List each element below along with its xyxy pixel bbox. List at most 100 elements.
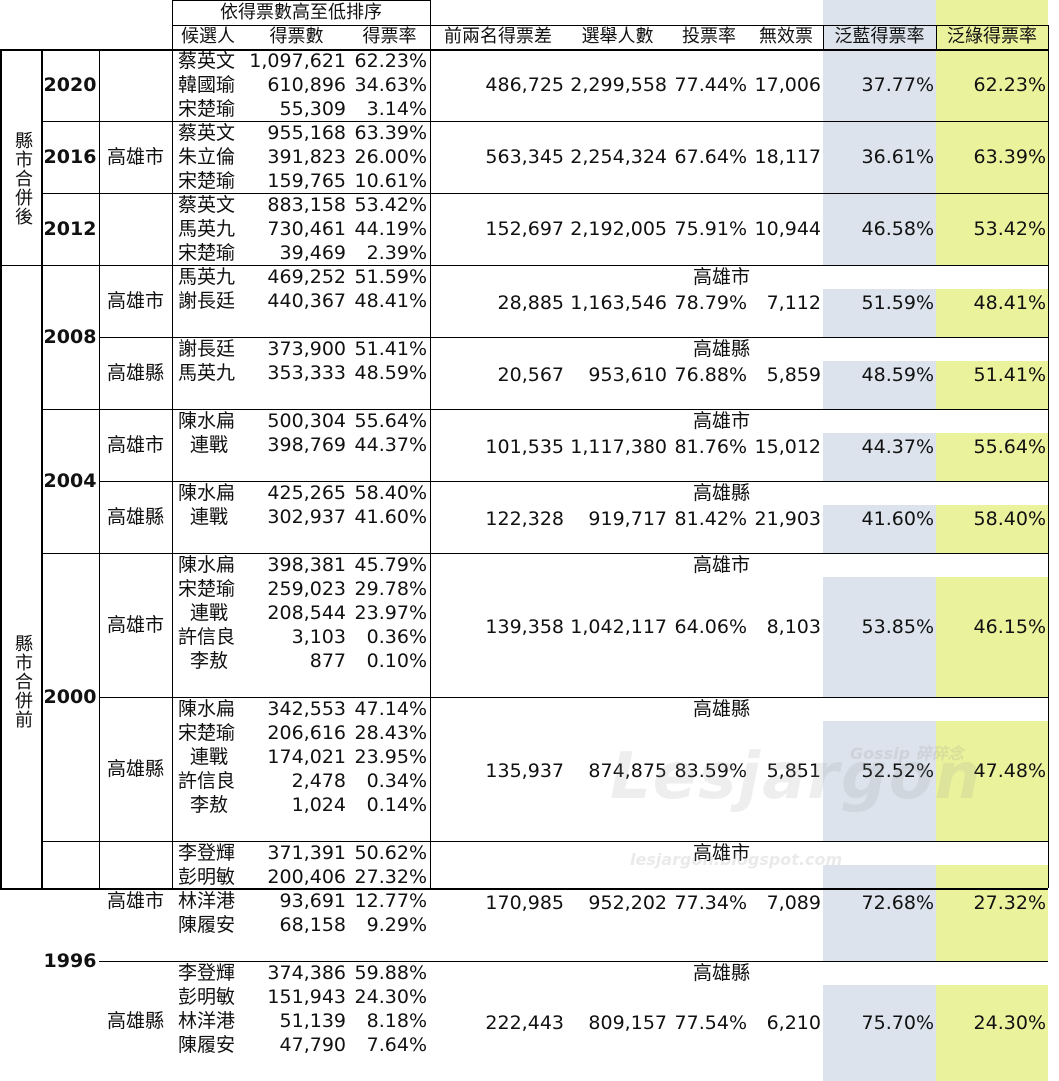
candidate-name: 宋楚瑜: [178, 722, 236, 744]
era-label-merged: 縣市合併後: [12, 130, 33, 226]
era-label-premerge: 縣市合併前: [12, 633, 33, 729]
candidate-rate: 45.79%: [354, 554, 427, 576]
candidate-rate: 24.30%: [354, 986, 427, 1008]
margin-value: 139,358: [485, 616, 564, 638]
candidate-name: 馬英九: [178, 218, 236, 240]
column-divider: [823, 25, 824, 49]
candidate-rate: 51.59%: [354, 266, 427, 288]
margin-value: 135,937: [485, 760, 564, 782]
candidate-votes: 55,309: [279, 98, 346, 120]
candidate-votes: 51,139: [279, 1010, 346, 1032]
margin-value: 152,697: [485, 218, 564, 240]
turnout-value: 75.91%: [674, 218, 747, 240]
pan-blue-value: 75.70%: [861, 1012, 934, 1034]
candidate-name: 林洋港: [178, 1010, 236, 1032]
pan-blue-value: 36.61%: [861, 146, 934, 168]
margin-value: 20,567: [497, 364, 564, 386]
candidate-rate: 51.41%: [354, 338, 427, 360]
turnout-value: 67.64%: [674, 146, 747, 168]
margin-value: 122,328: [485, 508, 564, 530]
candidate-votes: 373,900: [267, 338, 346, 360]
pan-blue-cell-bg: [823, 361, 936, 409]
candidate-name: 蔡英文: [178, 50, 236, 72]
candidate-name: 許信良: [178, 626, 236, 648]
region-label: 高雄市: [106, 614, 164, 636]
block-divider: [99, 265, 1048, 266]
candidate-name: 宋楚瑜: [178, 170, 236, 192]
pan-green-value: 46.15%: [973, 616, 1046, 638]
candidate-name: 謝長廷: [178, 290, 236, 312]
block-divider: [99, 481, 1048, 482]
candidate-votes: 353,333: [267, 362, 346, 384]
candidate-name: 許信良: [178, 770, 236, 792]
pan-green-cell-bg: [936, 361, 1048, 409]
candidate-rate: 10.61%: [354, 170, 427, 192]
candidate-name: 彭明敏: [178, 986, 236, 1008]
candidate-name: 馬英九: [178, 266, 236, 288]
candidate-votes: 391,823: [267, 146, 346, 168]
pan-green-value: 53.42%: [973, 218, 1046, 240]
candidate-votes: 302,937: [267, 506, 346, 528]
invalid-value: 10,944: [754, 218, 821, 240]
candidate-votes: 374,386: [267, 962, 346, 984]
candidate-votes: 151,943: [267, 986, 346, 1008]
table-left-border: [0, 49, 2, 888]
pan-green-value: 24.30%: [973, 1012, 1046, 1034]
candidate-header: 候選人: [181, 26, 235, 47]
candidate-votes: 883,158: [267, 194, 346, 216]
candidate-rate: 8.18%: [366, 1010, 427, 1032]
region-label: 高雄縣: [106, 758, 164, 780]
region-subheader: 高雄縣: [692, 338, 750, 360]
pan-blue-cell-bg: [823, 433, 936, 481]
electorate-value: 2,254,324: [570, 146, 667, 168]
turnout-value: 83.59%: [674, 760, 747, 782]
candidate-name: 蔡英文: [178, 122, 236, 144]
candidate-name: 朱立倫: [178, 146, 236, 168]
block-divider: [99, 841, 1048, 842]
pan-green-header: 泛綠得票率: [947, 26, 1037, 47]
candidate-name: 馬英九: [178, 362, 236, 384]
candidate-rate: 55.64%: [354, 410, 427, 432]
header-group-line: [172, 25, 430, 26]
invalid-value: 18,117: [754, 146, 821, 168]
row-divider: [430, 25, 1048, 26]
candidate-name: 連戰: [190, 506, 229, 528]
candidate-rate: 48.41%: [354, 290, 427, 312]
candidate-votes: 1,097,621: [249, 50, 346, 72]
candidate-rate: 58.40%: [354, 482, 427, 504]
year-label: 2004: [43, 470, 97, 492]
candidate-votes: 730,461: [267, 218, 346, 240]
year-label: 2020: [43, 74, 97, 96]
candidate-name: 陳水扁: [178, 698, 236, 720]
turnout-header: 投票率: [682, 26, 736, 47]
electorate-value: 2,299,558: [570, 74, 667, 96]
candidate-votes: 208,544: [267, 602, 346, 624]
pan-green-value: 27.32%: [973, 892, 1046, 914]
candidate-rate: 0.14%: [366, 794, 427, 816]
candidate-rate: 27.32%: [354, 866, 427, 888]
year-label: 1996: [43, 950, 97, 972]
candidate-votes: 3,103: [291, 626, 346, 648]
candidate-rate: 7.64%: [366, 1034, 427, 1056]
invalid-value: 6,210: [766, 1012, 821, 1034]
candidate-votes: 342,553: [267, 698, 346, 720]
electorate-value: 2,192,005: [570, 218, 667, 240]
year-label: 2000: [43, 686, 97, 708]
year-divider: [41, 121, 99, 122]
pan-green-value: 58.40%: [973, 508, 1046, 530]
pan-green-value: 63.39%: [973, 146, 1046, 168]
candidate-votes: 500,304: [267, 410, 346, 432]
candidate-rate: 26.00%: [354, 146, 427, 168]
electorate-value: 809,157: [588, 1012, 667, 1034]
candidate-name: 陳水扁: [178, 482, 236, 504]
candidate-votes: 159,765: [267, 170, 346, 192]
invalid-value: 15,012: [754, 436, 821, 458]
pan-green-value: 51.41%: [973, 364, 1046, 386]
candidate-name: 宋楚瑜: [178, 98, 236, 120]
block-divider: [99, 337, 1048, 338]
block-divider: [99, 121, 1048, 122]
pan-green-cell-bg: [936, 49, 1048, 121]
pan-blue-value: 37.77%: [861, 74, 934, 96]
candidate-name: 陳水扁: [178, 554, 236, 576]
pan-blue-cell-bg: [823, 577, 936, 697]
